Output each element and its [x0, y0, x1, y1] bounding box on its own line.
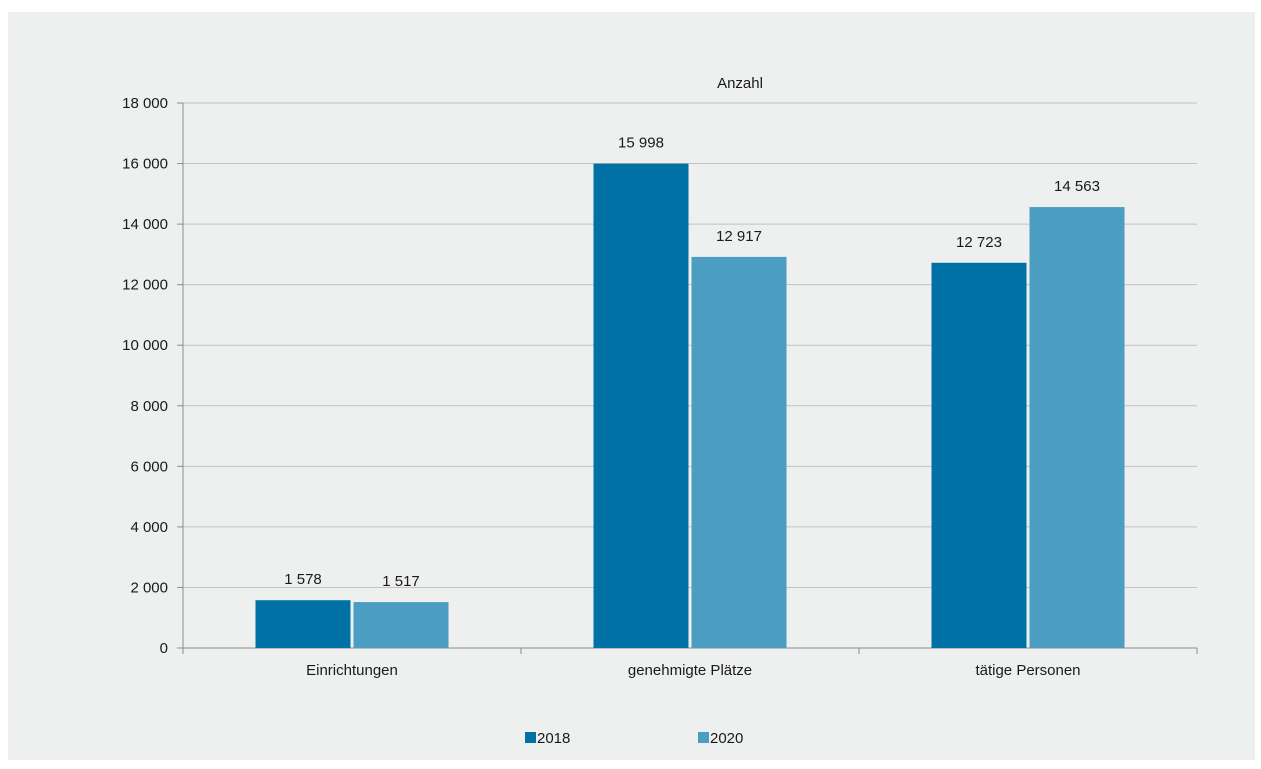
legend-label-2020: 2020	[710, 730, 743, 747]
data-label: 15 998	[618, 135, 664, 152]
legend: 2018 2020	[525, 730, 743, 747]
y-tick-label: 2 000	[130, 579, 168, 596]
data-labels: 1 578 1 517 15 998 12 917 12 723 14 563	[284, 135, 1100, 590]
x-category-label: genehmigte Plätze	[628, 662, 752, 679]
bar-2018	[255, 600, 351, 648]
y-tick-label: 6 000	[130, 458, 168, 475]
x-category-label: Einrichtungen	[306, 662, 398, 679]
legend-label-2018: 2018	[537, 730, 570, 747]
bar-2018	[593, 163, 689, 649]
bar-2018	[931, 262, 1027, 648]
x-category-label: tätige Personen	[975, 662, 1080, 679]
y-tick-label: 18 000	[122, 95, 168, 112]
legend-swatch-2020	[698, 732, 709, 743]
bars	[255, 163, 1125, 649]
data-label: 1 517	[382, 573, 420, 590]
y-tick-label: 16 000	[122, 156, 168, 173]
y-tick-label: 12 000	[122, 277, 168, 294]
data-label: 14 563	[1054, 178, 1100, 195]
bar-2020	[1029, 207, 1125, 648]
data-label: 12 917	[716, 228, 762, 245]
y-unit-label: Anzahl	[717, 75, 763, 92]
axes: 0 2 000 4 000 6 000 8 000 10 000 12 000 14 000 1…	[122, 95, 1198, 679]
bar-2020	[353, 602, 449, 648]
gridlines	[183, 102, 1197, 588]
bar-chart: 0 2 000 4 000 6 000 8 000 10 000 12 000 14 000 1…	[122, 75, 1198, 747]
data-label: 12 723	[956, 234, 1002, 251]
y-tick-label: 8 000	[130, 398, 168, 415]
y-tick-label: 10 000	[122, 337, 168, 354]
legend-swatch-2018	[525, 732, 536, 743]
bar-2020	[691, 256, 787, 648]
y-tick-label: 14 000	[122, 216, 168, 233]
data-label: 1 578	[284, 571, 322, 588]
y-tick-label: 0	[160, 640, 168, 657]
chart-panel: 0 2 000 4 000 6 000 8 000 10 000 12 000 14 000 1…	[8, 12, 1255, 760]
y-tick-label: 4 000	[130, 519, 168, 536]
